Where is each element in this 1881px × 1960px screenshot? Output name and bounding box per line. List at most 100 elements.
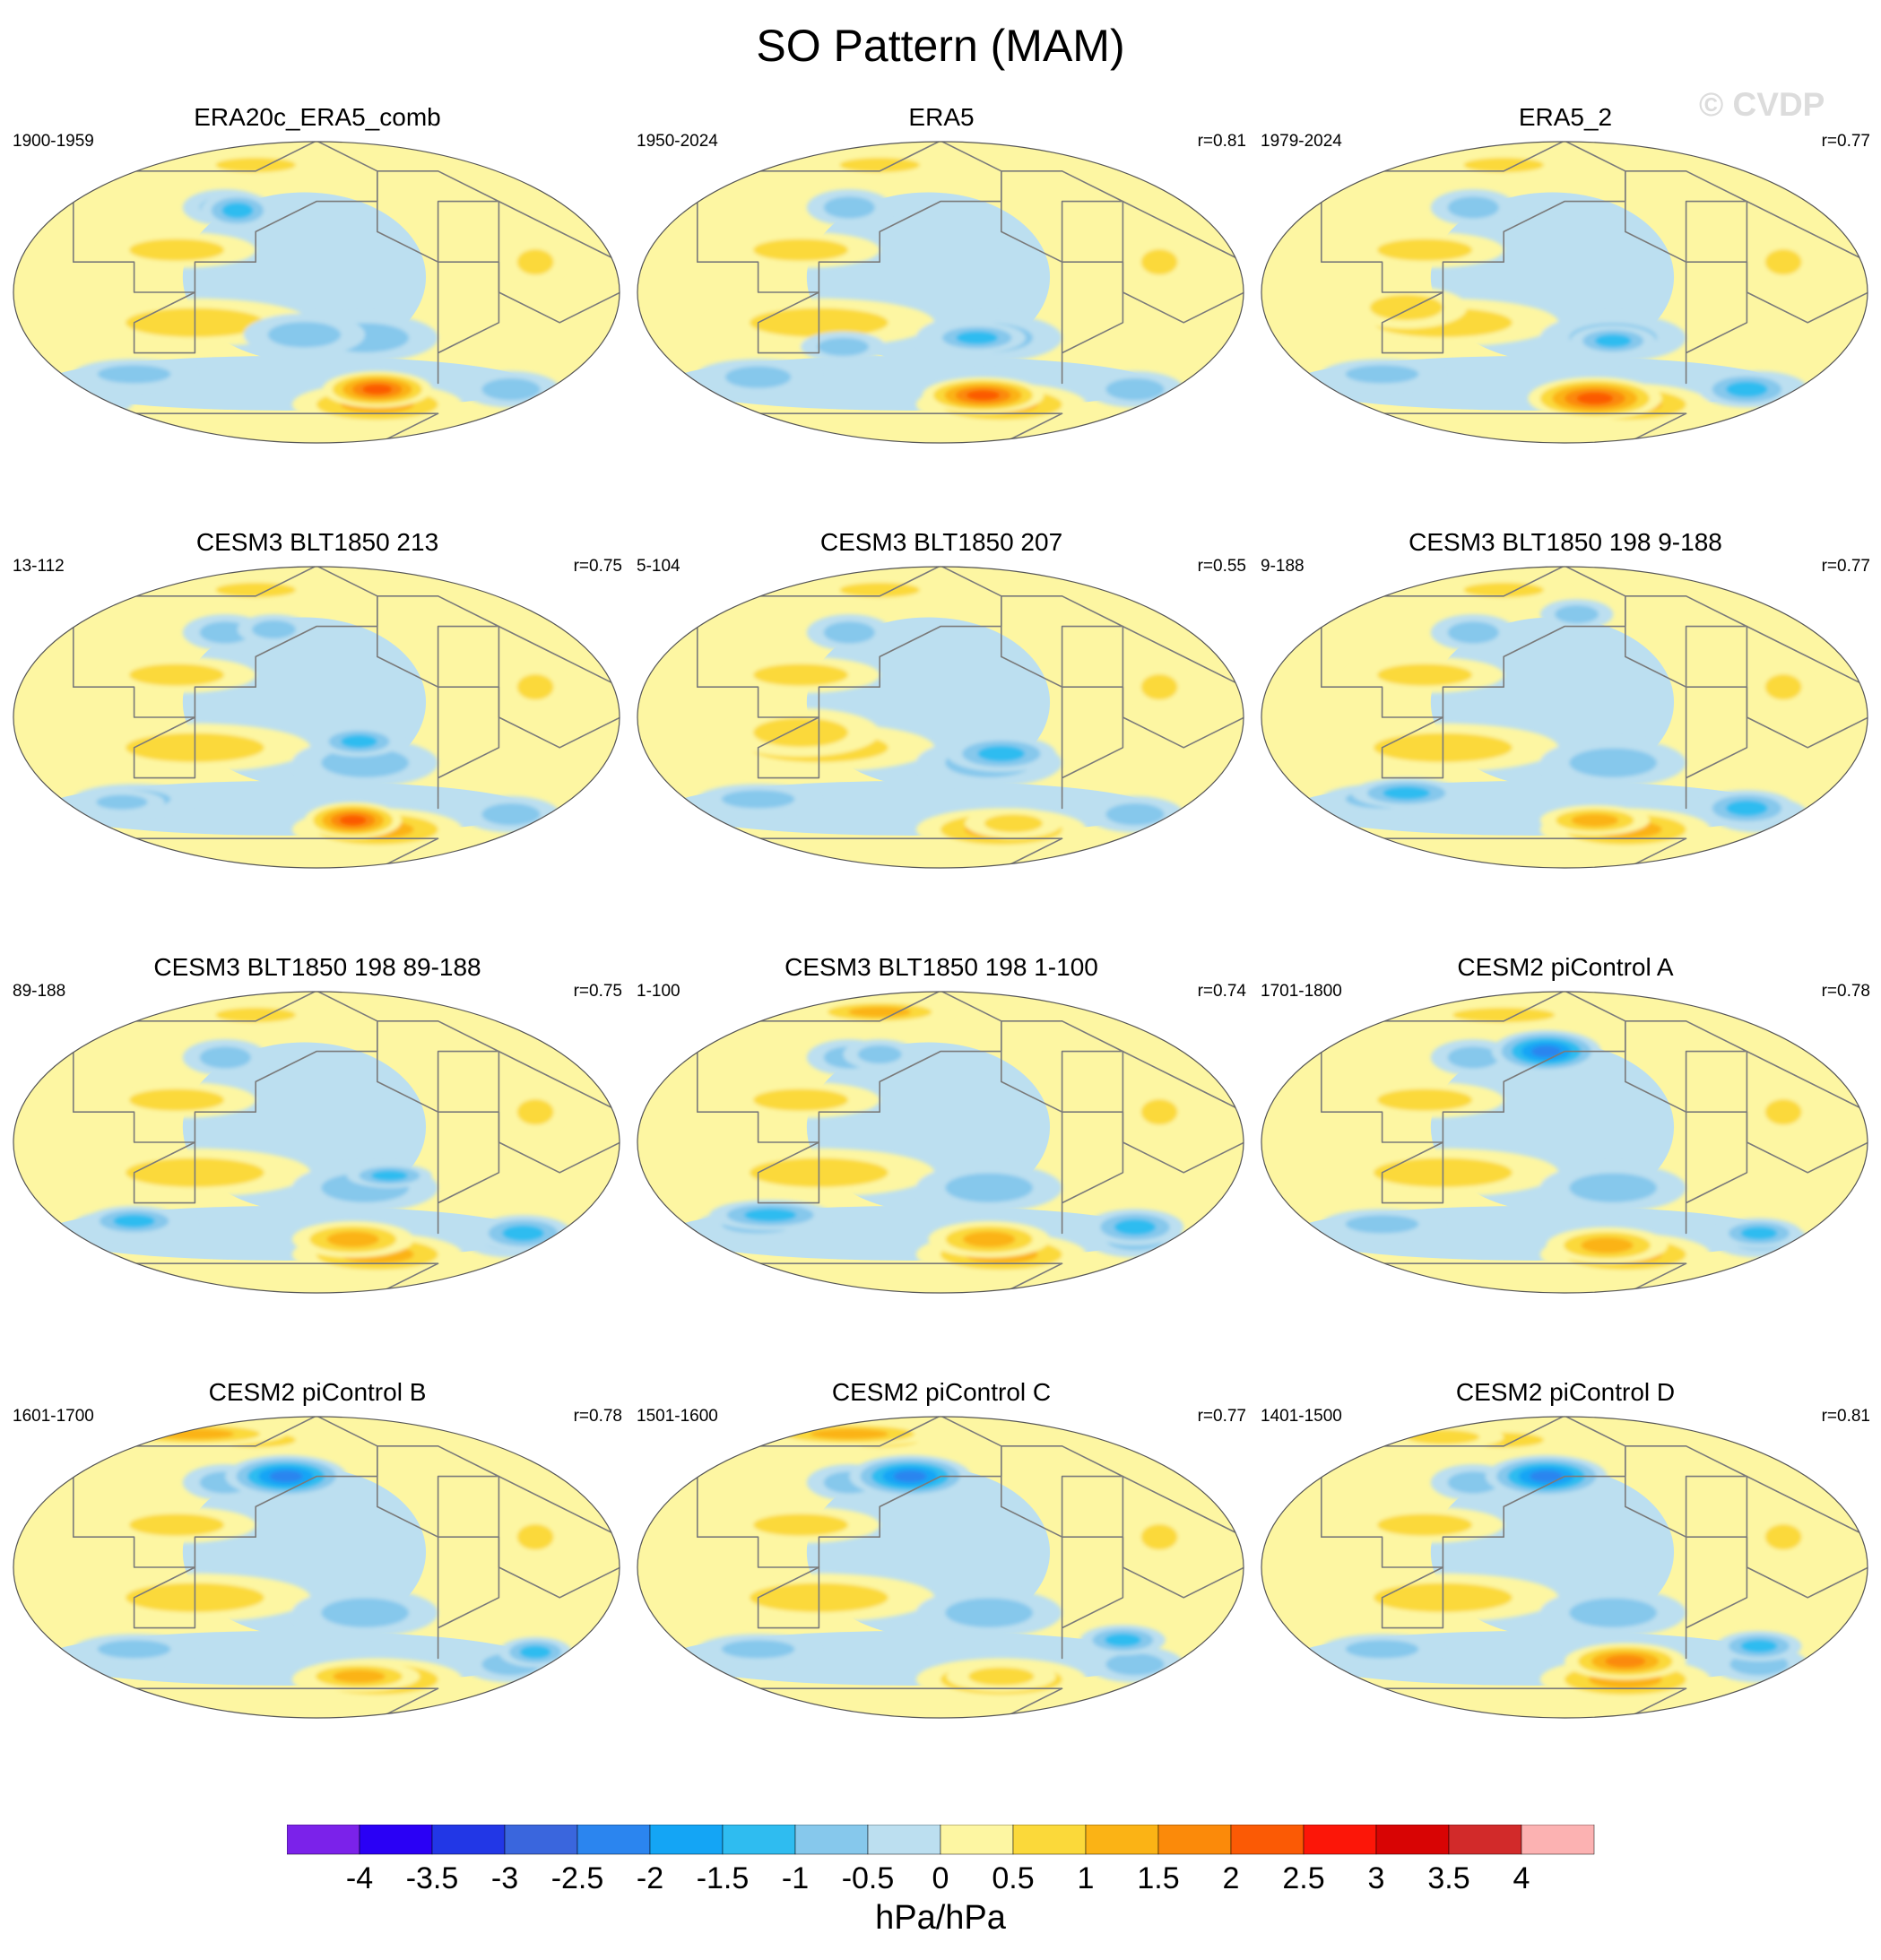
coastline xyxy=(1000,169,1124,263)
contour-blob xyxy=(1406,1429,1480,1444)
contour-blob xyxy=(823,196,875,219)
colorbar-tick-label: -0.5 xyxy=(842,1861,895,1895)
contour-blob xyxy=(155,1428,234,1440)
contour-blob xyxy=(1764,1099,1802,1125)
coastline xyxy=(1624,1019,1748,1113)
contour-blob xyxy=(1605,1655,1646,1668)
panel-correlation: r=0.77 xyxy=(1821,132,1870,151)
contour-blob xyxy=(333,1669,386,1683)
contour-blob xyxy=(1105,1633,1141,1647)
map-border xyxy=(1261,566,1868,869)
map-svg xyxy=(13,141,620,444)
map-svg xyxy=(637,991,1244,1294)
contour-blob xyxy=(1726,800,1768,817)
map-panel: CESM2 piControl C 1501-1600 r=0.77 xyxy=(637,1378,1246,1800)
colorbar-tick-label: 4 xyxy=(1513,1861,1530,1895)
contour-blob xyxy=(1345,1215,1419,1234)
contour-blob xyxy=(753,663,848,686)
colorbar-swatch xyxy=(287,1825,360,1855)
panel-correlation: r=0.78 xyxy=(573,1407,622,1426)
coastline xyxy=(757,1687,1063,1718)
map-border xyxy=(637,1416,1244,1719)
contour-blob xyxy=(721,1640,795,1659)
map-border xyxy=(13,566,620,869)
contour-blob xyxy=(97,1640,171,1659)
map-svg xyxy=(1261,566,1868,869)
coastline xyxy=(376,1019,500,1113)
colorbar-tick-label: 0 xyxy=(932,1861,949,1895)
contour-blob xyxy=(1105,1653,1165,1676)
contour-blob xyxy=(97,365,171,384)
colorbar-tick-label: 3 xyxy=(1368,1861,1385,1895)
map-border xyxy=(637,991,1244,1294)
contour-blob xyxy=(252,620,296,639)
watermark: © CVDP xyxy=(1699,86,1825,123)
coastline xyxy=(1381,1566,1444,1629)
contour-blob xyxy=(967,390,1000,401)
coastline xyxy=(133,837,439,868)
contour-blob xyxy=(753,1088,848,1111)
colorbar-tick-label: 1 xyxy=(1078,1861,1095,1895)
contour-blob xyxy=(753,717,848,748)
colorbar-swatch xyxy=(1375,1825,1450,1855)
map-border xyxy=(637,141,1244,444)
colorbar-swatch xyxy=(576,1825,651,1855)
contour-blob xyxy=(199,1046,251,1069)
colorbar-swatch xyxy=(1448,1825,1522,1855)
contour-blob xyxy=(1740,1227,1778,1240)
map-svg xyxy=(1261,141,1868,444)
contour-blob xyxy=(129,663,225,686)
coastline xyxy=(1122,1475,1244,1599)
contour-blob xyxy=(1531,1045,1562,1058)
contour-blob xyxy=(371,1170,408,1181)
contour-blob xyxy=(269,1470,303,1483)
panel-title: CESM3 BLT1850 198 1-100 xyxy=(784,953,1098,981)
contour-blob xyxy=(215,157,296,173)
panel-title: CESM3 BLT1850 207 xyxy=(819,528,1063,556)
contour-blob xyxy=(481,378,541,401)
panel-title: CESM2 piControl A xyxy=(1457,953,1674,981)
panel-title: CESM2 piControl B xyxy=(208,1378,427,1406)
panel-years: 1950-2024 xyxy=(637,132,718,151)
map-panel: CESM3 BLT1850 198 9-188 9-188 r=0.77 xyxy=(1261,528,1870,950)
map-border xyxy=(13,1416,620,1719)
colorbar-swatch xyxy=(1157,1825,1232,1855)
coastline xyxy=(757,412,1063,443)
panel-years: 89-188 xyxy=(13,982,66,1001)
contour-blob xyxy=(753,1513,848,1536)
contour-blob xyxy=(1114,1218,1157,1236)
colorbar-swatch xyxy=(359,1825,433,1855)
colorbar-swatch xyxy=(1303,1825,1377,1855)
map-svg xyxy=(13,1416,620,1719)
contour-blob xyxy=(321,1598,410,1627)
contour-blob xyxy=(945,1173,1033,1202)
coastline xyxy=(1624,1444,1748,1538)
coastline xyxy=(1746,200,1868,324)
map-border xyxy=(1261,141,1868,444)
panel-title: CESM3 BLT1850 213 xyxy=(195,528,439,556)
coastline xyxy=(1000,1444,1124,1538)
coastline xyxy=(498,1050,620,1174)
colorbar-tick-label: 1.5 xyxy=(1137,1861,1179,1895)
colorbar-tick-label: -3 xyxy=(491,1861,518,1895)
contour-blob xyxy=(725,366,792,388)
coastline xyxy=(498,1475,620,1599)
coastline xyxy=(1381,716,1444,779)
contour-blob xyxy=(516,1099,554,1125)
contour-blob xyxy=(1140,249,1178,275)
coastline xyxy=(498,200,620,324)
contour-blob xyxy=(1140,674,1178,700)
contour-blob xyxy=(1377,1513,1472,1536)
colorbar-tick-label: 0.5 xyxy=(992,1861,1034,1895)
coastline xyxy=(757,837,1063,868)
colorbar-unit: hPa/hPa xyxy=(875,1899,1006,1937)
contour-blob xyxy=(1555,605,1599,624)
contour-blob xyxy=(956,331,998,344)
contour-blob xyxy=(984,814,1043,833)
contour-blob xyxy=(1377,663,1472,686)
coastline xyxy=(1000,1019,1124,1113)
map-border xyxy=(13,991,620,1294)
map-panel: CESM2 piControl A 1701-1800 r=0.78 xyxy=(1261,953,1870,1375)
contour-blob xyxy=(1576,392,1614,404)
contour-blob xyxy=(215,582,296,598)
